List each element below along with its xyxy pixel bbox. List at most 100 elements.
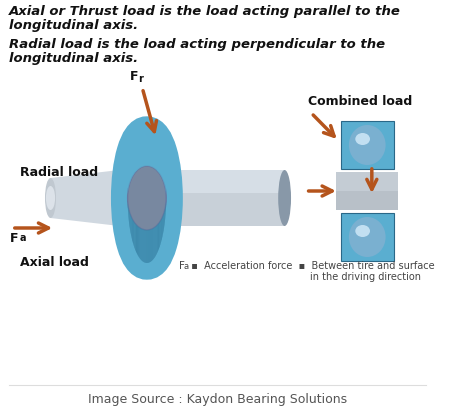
Polygon shape	[131, 158, 132, 180]
Polygon shape	[142, 135, 143, 167]
Polygon shape	[148, 133, 149, 166]
Polygon shape	[162, 217, 163, 239]
Polygon shape	[149, 230, 150, 263]
Polygon shape	[157, 224, 158, 253]
Text: Radial load: Radial load	[20, 166, 98, 180]
Polygon shape	[131, 216, 132, 238]
Polygon shape	[119, 170, 284, 226]
Polygon shape	[143, 229, 144, 262]
Polygon shape	[133, 166, 161, 230]
Bar	[341, 121, 394, 169]
Bar	[336, 172, 399, 191]
Polygon shape	[152, 135, 153, 167]
Polygon shape	[161, 218, 162, 242]
Polygon shape	[135, 223, 136, 252]
Text: a: a	[183, 262, 189, 271]
Polygon shape	[130, 161, 131, 181]
Polygon shape	[144, 133, 145, 166]
Ellipse shape	[278, 170, 291, 226]
Polygon shape	[138, 226, 139, 257]
Polygon shape	[155, 140, 156, 170]
Polygon shape	[144, 230, 145, 263]
Polygon shape	[141, 228, 142, 261]
Polygon shape	[133, 220, 134, 245]
Polygon shape	[148, 230, 149, 263]
Bar	[336, 172, 399, 210]
Polygon shape	[137, 225, 138, 255]
Polygon shape	[159, 222, 160, 249]
Ellipse shape	[46, 186, 55, 210]
Polygon shape	[156, 225, 157, 254]
Polygon shape	[137, 140, 138, 171]
Text: Combined load: Combined load	[308, 95, 412, 108]
Polygon shape	[51, 170, 119, 226]
Polygon shape	[153, 136, 154, 168]
Polygon shape	[145, 230, 146, 263]
Polygon shape	[143, 134, 144, 167]
Polygon shape	[133, 151, 134, 176]
Polygon shape	[138, 139, 139, 170]
Polygon shape	[119, 170, 284, 193]
Ellipse shape	[45, 178, 56, 218]
Text: Axial or Thrust load is the load acting parallel to the: Axial or Thrust load is the load acting …	[9, 5, 401, 18]
Polygon shape	[134, 221, 135, 248]
Ellipse shape	[128, 166, 166, 230]
Text: longitudinal axis.: longitudinal axis.	[9, 19, 138, 32]
Polygon shape	[132, 219, 133, 243]
Polygon shape	[153, 228, 154, 260]
Polygon shape	[152, 228, 153, 261]
Polygon shape	[141, 135, 142, 168]
Text: Radial load is the load acting perpendicular to the: Radial load is the load acting perpendic…	[9, 38, 385, 51]
Polygon shape	[150, 229, 151, 262]
Text: r: r	[138, 74, 143, 84]
Polygon shape	[136, 225, 137, 254]
Polygon shape	[136, 142, 137, 171]
Polygon shape	[160, 152, 161, 176]
Polygon shape	[130, 215, 131, 235]
Bar	[341, 213, 394, 261]
Polygon shape	[154, 137, 155, 169]
Text: ▪  Acceleration force  ▪  Between tire and surface: ▪ Acceleration force ▪ Between tire and …	[185, 261, 435, 271]
Polygon shape	[145, 133, 146, 166]
Ellipse shape	[356, 225, 370, 237]
Polygon shape	[162, 157, 163, 179]
Polygon shape	[134, 148, 135, 175]
Ellipse shape	[125, 133, 169, 263]
Text: longitudinal axis.: longitudinal axis.	[9, 52, 138, 65]
Polygon shape	[132, 153, 133, 177]
Polygon shape	[142, 229, 143, 261]
Polygon shape	[151, 134, 152, 167]
Polygon shape	[139, 138, 140, 169]
Polygon shape	[163, 162, 164, 182]
Text: F: F	[129, 70, 138, 83]
Polygon shape	[156, 141, 157, 171]
Polygon shape	[146, 230, 148, 263]
Text: F: F	[10, 232, 18, 245]
Text: Image Source : Kaydon Bearing Solutions: Image Source : Kaydon Bearing Solutions	[88, 392, 347, 406]
Polygon shape	[160, 220, 161, 244]
Polygon shape	[149, 133, 150, 166]
Text: Axial load: Axial load	[20, 256, 89, 270]
Circle shape	[349, 217, 385, 257]
Text: F: F	[179, 261, 185, 271]
Polygon shape	[158, 145, 159, 173]
Polygon shape	[135, 144, 136, 173]
Polygon shape	[133, 133, 161, 263]
Text: in the driving direction: in the driving direction	[185, 272, 421, 282]
Text: a: a	[19, 233, 26, 243]
Polygon shape	[158, 223, 159, 251]
Polygon shape	[161, 154, 162, 178]
Polygon shape	[140, 137, 141, 169]
Circle shape	[349, 125, 385, 165]
Polygon shape	[154, 228, 155, 259]
Polygon shape	[146, 133, 148, 166]
Ellipse shape	[356, 133, 370, 145]
Polygon shape	[140, 228, 141, 259]
Polygon shape	[155, 226, 156, 256]
Polygon shape	[159, 147, 160, 174]
Polygon shape	[150, 134, 151, 166]
Ellipse shape	[125, 166, 169, 230]
Polygon shape	[151, 229, 152, 262]
Polygon shape	[139, 227, 140, 258]
Polygon shape	[157, 143, 158, 172]
